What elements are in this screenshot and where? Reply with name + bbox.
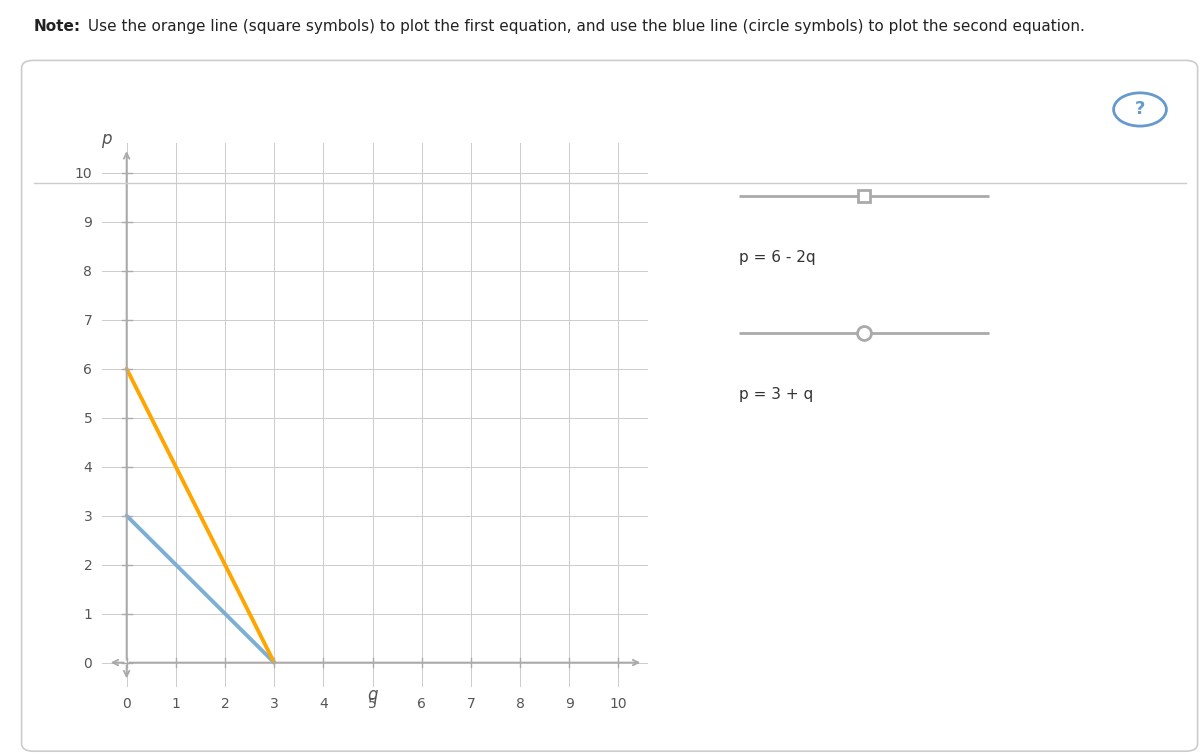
- Text: Use the orange line (square symbols) to plot the first equation, and use the blu: Use the orange line (square symbols) to …: [83, 19, 1085, 34]
- Text: ?: ?: [1135, 100, 1145, 119]
- Text: q: q: [367, 686, 378, 704]
- Text: p: p: [101, 131, 112, 148]
- Text: Note:: Note:: [34, 19, 80, 34]
- Text: p = 3 + q: p = 3 + q: [739, 387, 814, 402]
- Text: p = 6 - 2q: p = 6 - 2q: [739, 250, 816, 265]
